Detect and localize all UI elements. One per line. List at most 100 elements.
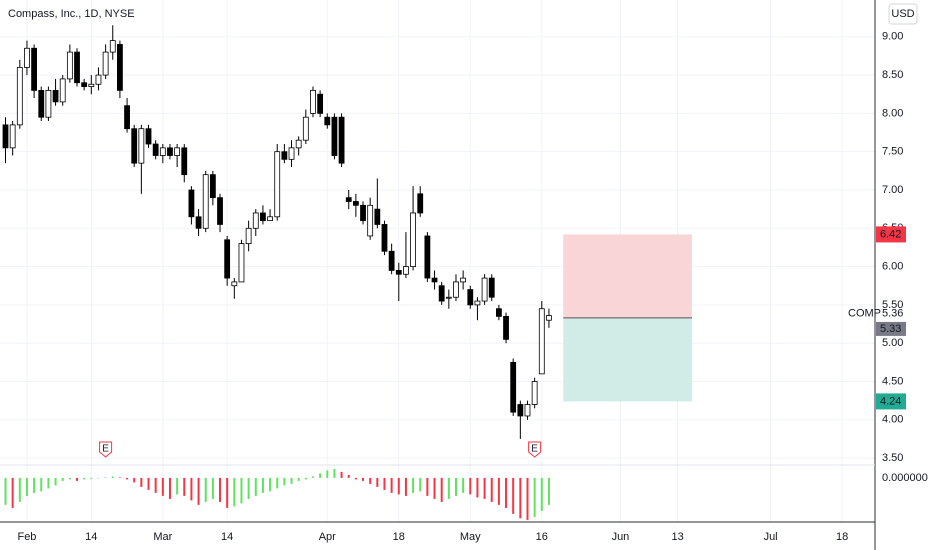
histogram-bar bbox=[354, 477, 357, 480]
x-tick-label: May bbox=[460, 531, 481, 543]
x-tick-label: Jul bbox=[764, 531, 778, 543]
profit-zone bbox=[563, 317, 692, 402]
histogram-bar bbox=[383, 477, 386, 490]
candle-body bbox=[238, 243, 245, 283]
histogram-bar bbox=[233, 477, 236, 507]
x-tick-label: 14 bbox=[221, 531, 233, 543]
candle-body bbox=[174, 147, 181, 156]
histogram-bar bbox=[254, 477, 257, 496]
y-tick-label: 8.00 bbox=[882, 107, 903, 119]
candle-body bbox=[310, 89, 316, 114]
histogram-bar bbox=[33, 477, 36, 493]
x-tick-label: Mar bbox=[153, 531, 172, 543]
candle-body bbox=[81, 82, 88, 87]
y-tick-label: 6.00 bbox=[882, 260, 903, 272]
candle-body bbox=[503, 315, 509, 340]
histogram-bar bbox=[197, 477, 200, 505]
candle-body bbox=[267, 216, 273, 222]
price-badge bbox=[876, 393, 906, 410]
x-tick-label: 16 bbox=[536, 531, 548, 543]
histogram-bar bbox=[526, 477, 529, 520]
x-tick-label: 18 bbox=[393, 531, 405, 543]
earnings-label: E bbox=[531, 444, 538, 455]
candle-body bbox=[388, 250, 395, 271]
candle-body bbox=[59, 78, 66, 103]
currency-label[interactable]: USD bbox=[891, 8, 914, 20]
histogram-bar bbox=[25, 477, 28, 496]
candle-body bbox=[167, 147, 173, 156]
current-price-label: 5.33 bbox=[880, 323, 901, 335]
candle-body bbox=[145, 128, 152, 145]
histogram-bar bbox=[404, 477, 407, 496]
histogram-bar bbox=[190, 477, 193, 501]
candle-body bbox=[360, 204, 366, 222]
x-tick-label: 14 bbox=[85, 531, 97, 543]
histogram-bar bbox=[490, 477, 493, 502]
histogram-bar bbox=[547, 477, 550, 505]
histogram-bar bbox=[40, 477, 43, 492]
candle-body bbox=[495, 308, 502, 317]
histogram-bar bbox=[118, 477, 121, 478]
candle-body bbox=[231, 281, 238, 287]
histogram-bar bbox=[168, 477, 171, 499]
histogram-bar bbox=[533, 477, 536, 517]
last-price-label: 5.36 bbox=[882, 308, 903, 320]
histogram-bar bbox=[18, 477, 21, 502]
histogram-bar bbox=[390, 477, 393, 493]
candle-body bbox=[88, 83, 95, 87]
candle-body bbox=[45, 89, 52, 118]
candle-body bbox=[188, 189, 195, 218]
histogram-bar bbox=[419, 477, 422, 492]
histogram-bar bbox=[505, 477, 508, 508]
histogram-bar bbox=[476, 477, 479, 498]
histogram-bar bbox=[11, 477, 14, 508]
candle-body bbox=[517, 404, 524, 417]
histogram-bar bbox=[397, 477, 400, 495]
earnings-marker bbox=[99, 441, 113, 458]
candle-body bbox=[410, 212, 416, 267]
histogram-bar bbox=[412, 477, 415, 493]
histogram-bar bbox=[97, 477, 100, 479]
histogram-bar bbox=[304, 477, 307, 480]
candle-body bbox=[317, 93, 324, 114]
candle-body bbox=[31, 47, 38, 91]
x-tick-label: 18 bbox=[836, 531, 848, 543]
histogram-bar bbox=[283, 477, 286, 486]
histogram-bar bbox=[47, 477, 50, 489]
candle-body bbox=[374, 208, 381, 225]
histogram-bar bbox=[140, 477, 143, 487]
currency-button[interactable] bbox=[888, 3, 918, 25]
price-badge-label: 4.24 bbox=[880, 395, 901, 407]
histogram-bar bbox=[226, 477, 229, 508]
histogram-bar bbox=[440, 477, 443, 502]
histogram-bar bbox=[68, 477, 71, 480]
candle-body bbox=[460, 277, 467, 283]
histogram-bar bbox=[276, 477, 279, 489]
histogram-bar bbox=[133, 477, 136, 483]
indicator-tick-label: 0.000000 bbox=[882, 472, 928, 484]
candle-body bbox=[260, 212, 266, 222]
candle-body bbox=[16, 67, 23, 126]
candle-body bbox=[24, 47, 30, 68]
histogram-bar bbox=[319, 473, 322, 478]
candle-body bbox=[403, 266, 409, 275]
histogram-bar bbox=[76, 477, 79, 481]
histogram-bar bbox=[147, 477, 150, 490]
candle-body bbox=[474, 300, 481, 306]
candle-body bbox=[274, 151, 281, 218]
histogram-bar bbox=[454, 477, 457, 496]
candle-body bbox=[481, 277, 488, 302]
histogram-bar bbox=[433, 477, 436, 499]
candle-body bbox=[95, 74, 102, 85]
histogram-bar bbox=[333, 468, 336, 478]
histogram-bar bbox=[261, 477, 264, 493]
candle-body bbox=[395, 270, 402, 275]
y-tick-label: 4.00 bbox=[882, 414, 903, 426]
histogram-bar bbox=[519, 477, 522, 519]
histogram-bar bbox=[204, 477, 207, 502]
y-tick-label: 9.00 bbox=[882, 31, 903, 43]
candle-body bbox=[324, 116, 331, 126]
histogram-bar bbox=[447, 477, 450, 499]
